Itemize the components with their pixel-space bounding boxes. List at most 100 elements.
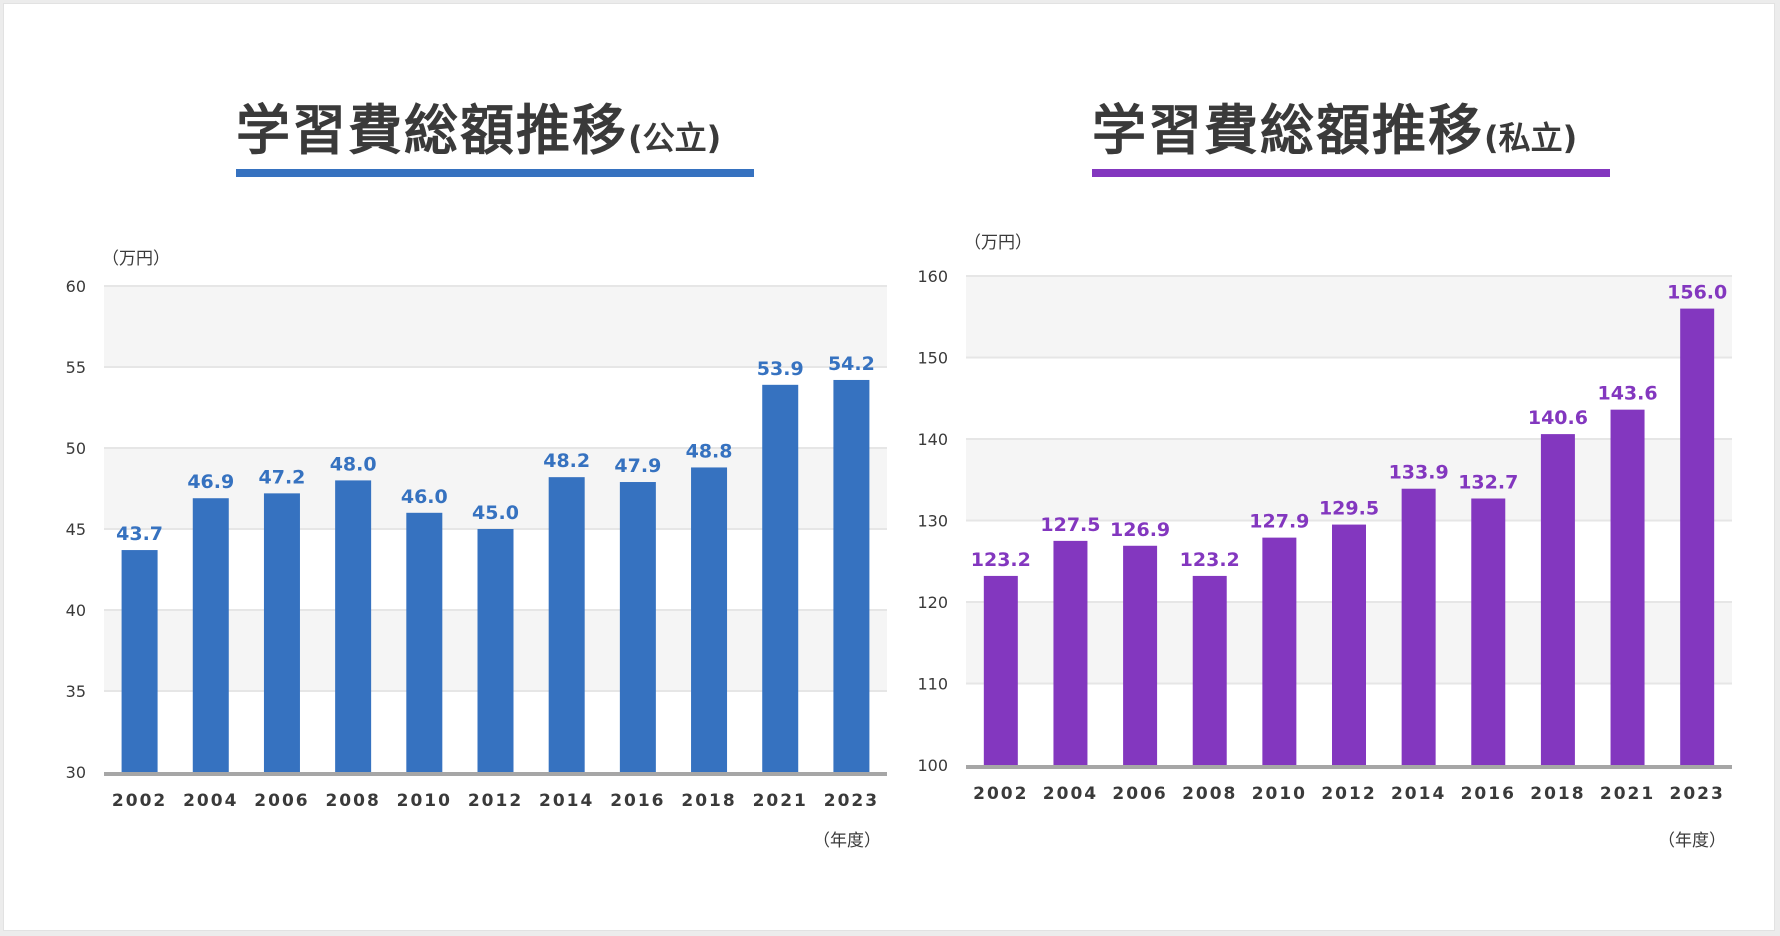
x-tick-label: 2004 (1043, 784, 1098, 804)
data-label: 53.9 (757, 358, 804, 380)
bar (121, 550, 158, 772)
y-tick-label: 45 (66, 520, 86, 539)
x-tick-label: 2008 (1182, 784, 1237, 804)
data-label: 127.9 (1249, 511, 1309, 533)
bar (548, 477, 585, 772)
chart-panel-private: 学習費総額推移(私立) 100 110 120 130 140 150 160 （万円） 123… (890, 4, 1776, 932)
data-label: 129.5 (1319, 498, 1379, 520)
bar (1471, 498, 1506, 765)
data-label: 48.8 (686, 440, 733, 462)
y-tick-label: 130 (917, 512, 948, 531)
data-label: 48.0 (330, 453, 377, 475)
x-tick-label: 2016 (1461, 784, 1516, 804)
x-tick-label: 2018 (1530, 784, 1585, 804)
chart-title-sub: (公立) (628, 119, 722, 157)
data-label: 43.7 (116, 523, 163, 545)
y-tick-label: 160 (917, 267, 948, 286)
data-label: 47.2 (259, 466, 306, 488)
x-tick-label: 2014 (539, 791, 594, 811)
bar (335, 480, 372, 772)
data-label: 140.6 (1528, 407, 1588, 429)
chart-title: 学習費総額推移(私立) (1092, 86, 1577, 165)
y-tick-label: 50 (66, 439, 86, 458)
x-unit-label: （年度） (1658, 831, 1726, 851)
x-unit-label: （年度） (813, 831, 881, 851)
title-underline (236, 169, 754, 177)
x-tick-label: 2008 (325, 791, 380, 811)
x-tick-label: 2004 (183, 791, 238, 811)
bar (263, 493, 300, 772)
data-label: 143.6 (1597, 383, 1657, 405)
bar (1540, 434, 1575, 765)
grid-band (966, 439, 1732, 521)
data-label: 47.9 (614, 455, 661, 477)
bar (691, 467, 728, 772)
grid-band (104, 286, 887, 367)
data-label: 126.9 (1110, 519, 1170, 541)
figure-frame: 学習費総額推移(公立) 30 35 40 45 50 55 60 （万円） 43.7 2002 46… (3, 3, 1775, 931)
data-label: 127.5 (1040, 514, 1100, 536)
chart-title-sub: (私立) (1484, 119, 1578, 157)
y-unit-label: （万円） (964, 233, 1032, 253)
bar (762, 384, 799, 772)
bar (192, 498, 229, 772)
data-label: 133.9 (1389, 462, 1449, 484)
data-label: 156.0 (1667, 282, 1727, 304)
data-label: 48.2 (543, 450, 590, 472)
bar (1401, 488, 1436, 765)
bar (406, 512, 443, 772)
bar (619, 482, 656, 772)
x-tick-label: 2014 (1391, 784, 1446, 804)
bar-chart-public: 30 35 40 45 50 55 60 （万円） 43.7 2002 46.9 2004 47.2 20… (66, 249, 887, 851)
y-tick-label: 40 (66, 601, 86, 620)
x-tick-label: 2021 (753, 791, 808, 811)
x-tick-label: 2006 (254, 791, 309, 811)
x-tick-label: 2012 (1321, 784, 1376, 804)
chart-title-main: 学習費総額推移 (236, 99, 628, 162)
y-tick-label: 30 (66, 763, 86, 782)
chart-panel-public: 学習費総額推移(公立) 30 35 40 45 50 55 60 （万円） 43.7 2002 46… (4, 4, 890, 932)
bar (1123, 545, 1158, 765)
x-tick-label: 2023 (1670, 784, 1725, 804)
y-tick-label: 140 (917, 430, 948, 449)
bar (1610, 409, 1645, 765)
bar-chart-private: 100 110 120 130 140 150 160 （万円） 123.2 2002 127.5 2… (917, 233, 1732, 851)
data-label: 45.0 (472, 502, 519, 524)
bar (1053, 540, 1088, 765)
grid-band (966, 276, 1732, 358)
x-tick-label: 2010 (1252, 784, 1307, 804)
y-tick-label: 55 (66, 358, 86, 377)
x-tick-label: 2016 (610, 791, 665, 811)
y-tick-label: 100 (917, 756, 948, 775)
x-tick-label: 2018 (681, 791, 736, 811)
data-label: 46.0 (401, 486, 448, 508)
data-label: 46.9 (187, 471, 234, 493)
x-tick-label: 2023 (824, 791, 879, 811)
data-label: 54.2 (828, 353, 875, 375)
x-tick-label: 2002 (112, 791, 167, 811)
y-tick-label: 35 (66, 682, 86, 701)
bar (833, 379, 870, 772)
x-tick-label: 2002 (973, 784, 1028, 804)
chart-title: 学習費総額推移(公立) (236, 86, 721, 165)
title-underline (1092, 169, 1610, 177)
data-label: 123.2 (1180, 549, 1240, 571)
y-tick-label: 110 (917, 675, 948, 694)
y-tick-label: 120 (917, 593, 948, 612)
grid-band (104, 448, 887, 529)
x-tick-label: 2021 (1600, 784, 1655, 804)
x-tick-label: 2012 (468, 791, 523, 811)
data-label: 123.2 (971, 549, 1031, 571)
bar (1262, 537, 1297, 765)
y-tick-label: 60 (66, 277, 86, 296)
chart-title-main: 学習費総額推移 (1092, 99, 1484, 162)
x-tick-label: 2006 (1112, 784, 1167, 804)
bar (1192, 575, 1227, 765)
bar (1332, 524, 1366, 765)
data-label: 132.7 (1458, 471, 1518, 493)
bar (477, 529, 514, 772)
bar (1680, 308, 1715, 765)
y-tick-label: 150 (917, 349, 948, 368)
bar (983, 575, 1018, 765)
y-unit-label: （万円） (102, 249, 170, 269)
